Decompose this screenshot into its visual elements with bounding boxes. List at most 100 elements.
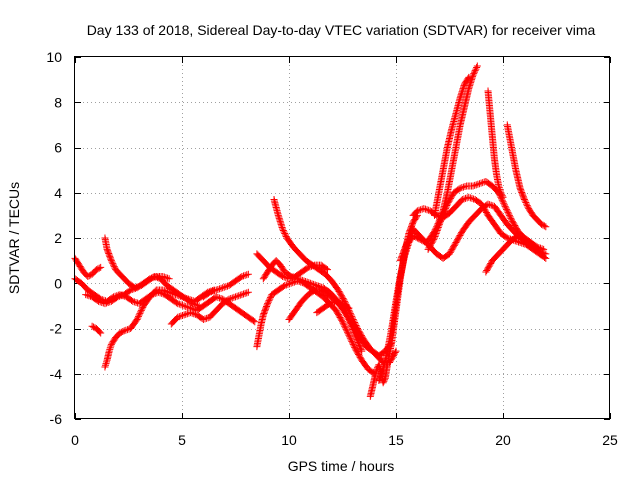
data-point <box>308 280 316 288</box>
data-point <box>465 193 473 201</box>
data-point <box>217 295 225 303</box>
data-point <box>339 319 347 327</box>
data-point <box>441 206 449 214</box>
data-point <box>413 207 421 215</box>
data-point <box>358 347 366 355</box>
data-point <box>194 301 202 309</box>
data-point <box>212 293 220 301</box>
data-point <box>458 184 466 192</box>
data-point <box>522 199 530 207</box>
data-point <box>180 311 188 319</box>
y-tick-label: -6 <box>50 411 63 427</box>
data-point <box>265 297 273 305</box>
data-point <box>215 294 223 302</box>
data-point <box>440 207 448 215</box>
data-point <box>107 257 115 265</box>
data-point <box>329 298 337 306</box>
data-point <box>538 245 546 253</box>
series-arc-6 <box>101 234 203 310</box>
data-point <box>127 296 135 304</box>
data-point <box>241 271 249 279</box>
data-point <box>392 347 400 355</box>
data-point <box>284 280 292 288</box>
data-point <box>542 223 550 231</box>
data-point <box>520 194 528 202</box>
series-arc-14 <box>313 297 353 317</box>
data-point <box>443 202 451 210</box>
data-point <box>114 293 122 301</box>
data-point <box>205 289 213 297</box>
data-point <box>524 203 532 211</box>
data-point <box>279 225 287 233</box>
data-point <box>540 245 548 253</box>
data-point <box>542 254 550 262</box>
data-point <box>107 342 115 350</box>
data-point <box>455 185 463 193</box>
data-point <box>281 229 289 237</box>
data-point <box>407 229 415 237</box>
data-point <box>342 325 350 333</box>
data-point <box>435 222 443 230</box>
data-point <box>466 194 474 202</box>
data-point <box>105 347 113 355</box>
data-point <box>496 185 504 193</box>
data-point <box>484 200 492 208</box>
data-point <box>346 334 354 342</box>
data-point <box>519 240 527 248</box>
data-point <box>152 273 160 281</box>
data-point <box>423 206 431 214</box>
data-point <box>464 75 472 83</box>
data-point <box>177 312 185 320</box>
data-point <box>214 293 222 301</box>
data-point <box>95 297 103 305</box>
data-point <box>540 222 548 230</box>
data-point <box>113 294 121 302</box>
data-point <box>115 292 123 300</box>
plot-frame <box>74 56 610 419</box>
y-tick-label: -2 <box>50 321 63 337</box>
chart-title: Day 133 of 2018, Sidereal Day-to-day VTE… <box>87 22 596 38</box>
x-tick-label: 20 <box>495 432 511 448</box>
data-point <box>134 312 142 320</box>
y-tick-label: 0 <box>54 275 62 291</box>
data-point <box>223 282 231 290</box>
data-point <box>279 282 287 290</box>
data-point <box>347 336 355 344</box>
data-point <box>520 196 528 204</box>
data-point <box>302 278 310 286</box>
data-point <box>503 205 511 213</box>
data-point <box>233 292 241 300</box>
data-point <box>433 228 441 236</box>
data-point <box>264 300 272 308</box>
data-point <box>175 313 183 321</box>
data-point <box>280 273 288 281</box>
data-point <box>471 181 479 189</box>
data-point <box>521 240 529 248</box>
data-point <box>225 295 233 303</box>
data-point <box>232 293 239 301</box>
data-point <box>324 301 332 309</box>
data-point <box>97 329 105 337</box>
data-point <box>500 201 508 209</box>
data-point <box>339 318 346 326</box>
data-point <box>175 300 183 308</box>
data-point <box>251 318 259 326</box>
data-point <box>297 276 305 284</box>
data-point <box>211 287 219 295</box>
data-point <box>469 182 477 190</box>
data-point <box>468 194 476 202</box>
data-point <box>343 327 351 335</box>
data-point <box>103 358 111 366</box>
data-point <box>281 231 289 239</box>
y-tick-label: 4 <box>54 185 62 201</box>
data-point <box>177 301 185 309</box>
data-point <box>103 299 111 307</box>
data-point <box>116 329 124 337</box>
data-point <box>83 291 91 299</box>
data-point <box>527 239 535 247</box>
data-point <box>471 67 479 75</box>
data-point <box>332 297 340 305</box>
data-point <box>439 212 447 220</box>
data-point <box>438 214 446 222</box>
data-point <box>101 363 109 371</box>
